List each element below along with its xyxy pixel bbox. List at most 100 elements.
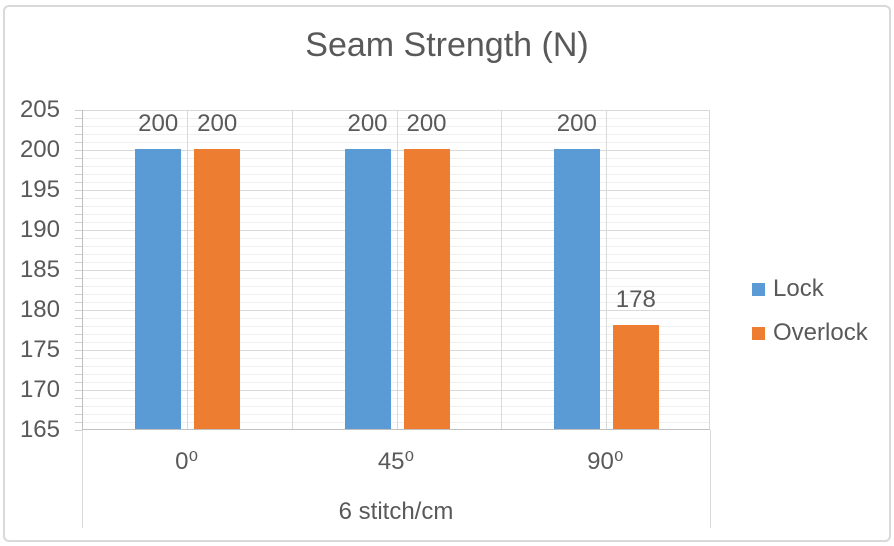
y-axis-tick-label: 185: [19, 256, 60, 283]
major-gridline: [83, 190, 709, 191]
major-gridline: [83, 390, 709, 391]
plot-area: 200 200 200 200 200 178: [75, 110, 710, 431]
y-axis-tick: [75, 222, 82, 223]
y-axis-tick: [75, 238, 82, 239]
y-axis-tick: [75, 294, 82, 295]
major-gridline: [83, 350, 709, 351]
minor-gridline: [83, 406, 709, 407]
minor-gridline: [83, 342, 709, 343]
y-axis-tick-label: 165: [19, 416, 60, 443]
y-axis-tick: [75, 134, 82, 135]
y-axis-tick: [75, 270, 82, 271]
y-axis-tick-label: 205: [19, 96, 60, 123]
y-axis-tick: [75, 166, 82, 167]
bar-overlock: [194, 149, 241, 429]
y-axis-tick: [75, 262, 82, 263]
y-axis-tick-label: 190: [19, 216, 60, 243]
minor-gridline: [83, 118, 709, 119]
category-label: 45⁰: [377, 448, 415, 475]
legend-label: Overlock: [773, 319, 868, 346]
y-axis-tick-label: 180: [19, 296, 60, 323]
y-axis-tick: [75, 142, 82, 143]
minor-gridline: [83, 326, 709, 327]
minor-gridline: [83, 238, 709, 239]
legend-item: Lock: [752, 275, 824, 303]
vertical-gridline: [396, 110, 398, 429]
minor-gridline: [83, 206, 709, 207]
minor-gridline: [83, 262, 709, 263]
category-label: 90⁰: [587, 448, 624, 475]
minor-gridline: [83, 366, 709, 367]
y-axis-tick: [75, 334, 82, 335]
y-axis-tick: [75, 206, 82, 207]
y-axis-tick: [75, 406, 82, 407]
minor-gridline: [83, 134, 709, 135]
legend-item: Overlock: [752, 319, 868, 347]
bar-value-label: 200: [347, 110, 388, 137]
y-axis-tick: [75, 190, 82, 191]
y-axis-tick: [75, 430, 82, 431]
minor-gridline: [83, 382, 709, 383]
minor-gridline: [83, 286, 709, 287]
major-gridline: [83, 150, 709, 151]
y-axis-tick-label: 175: [19, 336, 60, 363]
bar-value-label: 200: [197, 110, 238, 137]
y-axis-tick: [75, 422, 82, 423]
y-axis-tick: [75, 158, 82, 159]
minor-gridline: [83, 246, 709, 247]
y-axis-tick: [75, 374, 82, 375]
y-axis-tick: [75, 414, 82, 415]
minor-gridline: [83, 374, 709, 375]
minor-gridline: [83, 158, 709, 159]
bar-value-label: 200: [406, 110, 447, 137]
vertical-gridline: [187, 110, 189, 429]
y-axis-tick: [75, 310, 82, 311]
vertical-gridline: [501, 110, 503, 429]
category-label: 0⁰: [175, 448, 199, 475]
axis-extension-line-left: [82, 430, 83, 528]
y-axis-tick: [75, 110, 82, 111]
minor-gridline: [83, 182, 709, 183]
vertical-gridline: [291, 110, 293, 429]
minor-gridline: [83, 198, 709, 199]
y-axis-tick: [75, 198, 82, 199]
bar-value-label: 200: [138, 110, 179, 137]
minor-gridline: [83, 254, 709, 255]
y-axis-tick: [75, 302, 82, 303]
y-axis-tick: [75, 182, 82, 183]
minor-gridline: [83, 142, 709, 143]
y-axis-tick: [75, 118, 82, 119]
y-axis-tick: [75, 214, 82, 215]
bar-overlock: [612, 325, 659, 429]
minor-gridline: [83, 358, 709, 359]
major-gridline: [83, 270, 709, 271]
legend-swatch-overlock-icon: [752, 326, 765, 340]
bar-lock: [344, 149, 391, 429]
minor-gridline: [83, 414, 709, 415]
legend-swatch-lock-icon: [752, 282, 765, 296]
y-axis-tick: [75, 398, 82, 399]
minor-gridline: [83, 294, 709, 295]
legend: Lock Overlock: [752, 0, 892, 546]
bar-value-label: 178: [615, 286, 656, 313]
y-axis-tick: [75, 390, 82, 391]
bar-lock: [553, 149, 600, 429]
minor-gridline: [83, 422, 709, 423]
y-axis-tick: [75, 246, 82, 247]
legend-label: Lock: [773, 275, 824, 302]
minor-gridline: [83, 334, 709, 335]
y-axis-tick-label: 200: [19, 136, 60, 163]
y-axis-tick: [75, 382, 82, 383]
y-axis-tick-label: 195: [19, 176, 60, 203]
y-axis-tick: [75, 150, 82, 151]
y-axis-tick: [75, 286, 82, 287]
y-axis-tick: [75, 174, 82, 175]
y-axis-tick: [75, 230, 82, 231]
y-axis-tick: [75, 254, 82, 255]
y-axis-tick: [75, 342, 82, 343]
axis-extension-line-right: [710, 430, 711, 528]
bar-overlock: [403, 149, 450, 429]
y-axis-tick: [75, 366, 82, 367]
y-axis-tick-label: 170: [19, 376, 60, 403]
y-axis-tick: [75, 126, 82, 127]
